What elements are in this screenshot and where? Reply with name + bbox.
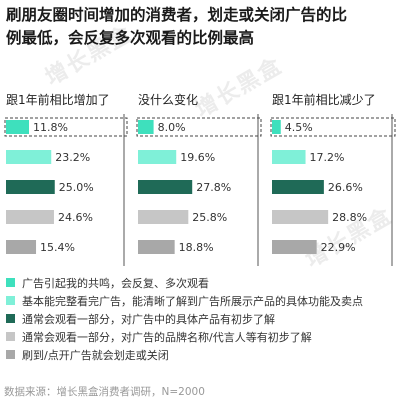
- chart-title-line-2: 例最低，会反复多次观看的比例最高: [6, 29, 255, 47]
- panel-title-decreased: 跟1年前相比减少了: [272, 93, 376, 107]
- bar-value-label: 24.6%: [58, 211, 93, 224]
- bar-value-label: 28.8%: [332, 211, 367, 224]
- legend-item: 通常会观看一部分，对广告的品牌名称/代言人等有初步了解: [6, 328, 398, 346]
- bar-value-label: 11.8%: [33, 121, 68, 134]
- legend-swatch: [6, 296, 15, 305]
- bar: [272, 210, 329, 224]
- bar-value-label: 15.4%: [40, 241, 75, 254]
- bar-value-label: 18.8%: [179, 241, 214, 254]
- legend-item: 通常会观看一部分，对广告中的具体产品有初步了解: [6, 310, 398, 328]
- bar-chart: 11.8% 23.2% 25.0% 24.6% 15.4% 8.0% 19.6% 27.8% 2…: [4, 114, 396, 266]
- bar-value-label: 25.8%: [192, 211, 227, 224]
- bar-value-label: 17.2%: [310, 151, 345, 164]
- highlight-box: [270, 117, 396, 137]
- highlight-box: [136, 117, 262, 137]
- chart-title: 刷朋友圈时间增加的消费者，划走或关闭广告的比 例最低，会反复多次观看的比例最高: [6, 4, 396, 50]
- legend-label: 通常会观看一部分，对广告的品牌名称/代言人等有初步了解: [22, 331, 312, 344]
- panel-title-increased: 跟1年前相比增加了: [6, 93, 110, 107]
- bar: [138, 210, 189, 224]
- bar: [6, 120, 30, 134]
- legend-swatch: [6, 332, 15, 341]
- legend-swatch: [6, 278, 15, 287]
- bar: [6, 150, 52, 164]
- bar-value-label: 25.0%: [59, 181, 94, 194]
- bar: [272, 120, 281, 134]
- legend-swatch: [6, 350, 15, 359]
- legend-label: 基本能完整看完广告，能清晰了解到广告所展示产品的具体功能及卖点: [22, 295, 363, 308]
- chart-title-line-1: 刷朋友圈时间增加的消费者，划走或关闭广告的比: [6, 6, 348, 24]
- bar: [272, 150, 306, 164]
- bar: [138, 120, 154, 134]
- bar: [6, 240, 37, 254]
- legend-item: 广告引起我的共鸣，会反复、多次观看: [6, 274, 398, 292]
- bar: [6, 210, 54, 224]
- panel-title-no-change: 没什么变化: [138, 93, 199, 107]
- legend-item: 刷到/点开广告就会划走或关闭: [6, 346, 398, 364]
- bar-value-label: 27.8%: [196, 181, 231, 194]
- bar-value-label: 26.6%: [328, 181, 363, 194]
- legend: 广告引起我的共鸣，会反复、多次观看 基本能完整看完广告，能清晰了解到广告所展示产…: [6, 274, 398, 364]
- bar-value-label: 22.9%: [321, 241, 356, 254]
- bar: [6, 180, 55, 194]
- bar-value-label: 19.6%: [180, 151, 215, 164]
- legend-item: 基本能完整看完广告，能清晰了解到广告所展示产品的具体功能及卖点: [6, 292, 398, 310]
- bar: [138, 150, 177, 164]
- legend-label: 刷到/点开广告就会划走或关闭: [22, 349, 169, 362]
- legend-label: 通常会观看一部分，对广告中的具体产品有初步了解: [22, 313, 275, 326]
- bar-value-label: 8.0%: [158, 121, 186, 134]
- legend-swatch: [6, 314, 15, 323]
- legend-label: 广告引起我的共鸣，会反复、多次观看: [22, 277, 209, 290]
- bar: [272, 240, 317, 254]
- highlight-box: [4, 117, 128, 137]
- bar-value-label: 23.2%: [55, 151, 90, 164]
- bar: [272, 180, 324, 194]
- bar: [138, 180, 193, 194]
- bar: [138, 240, 175, 254]
- bar-value-label: 4.5%: [285, 121, 313, 134]
- data-source-note: 数据来源：增长黑盒消费者调研，N=2000: [4, 386, 205, 398]
